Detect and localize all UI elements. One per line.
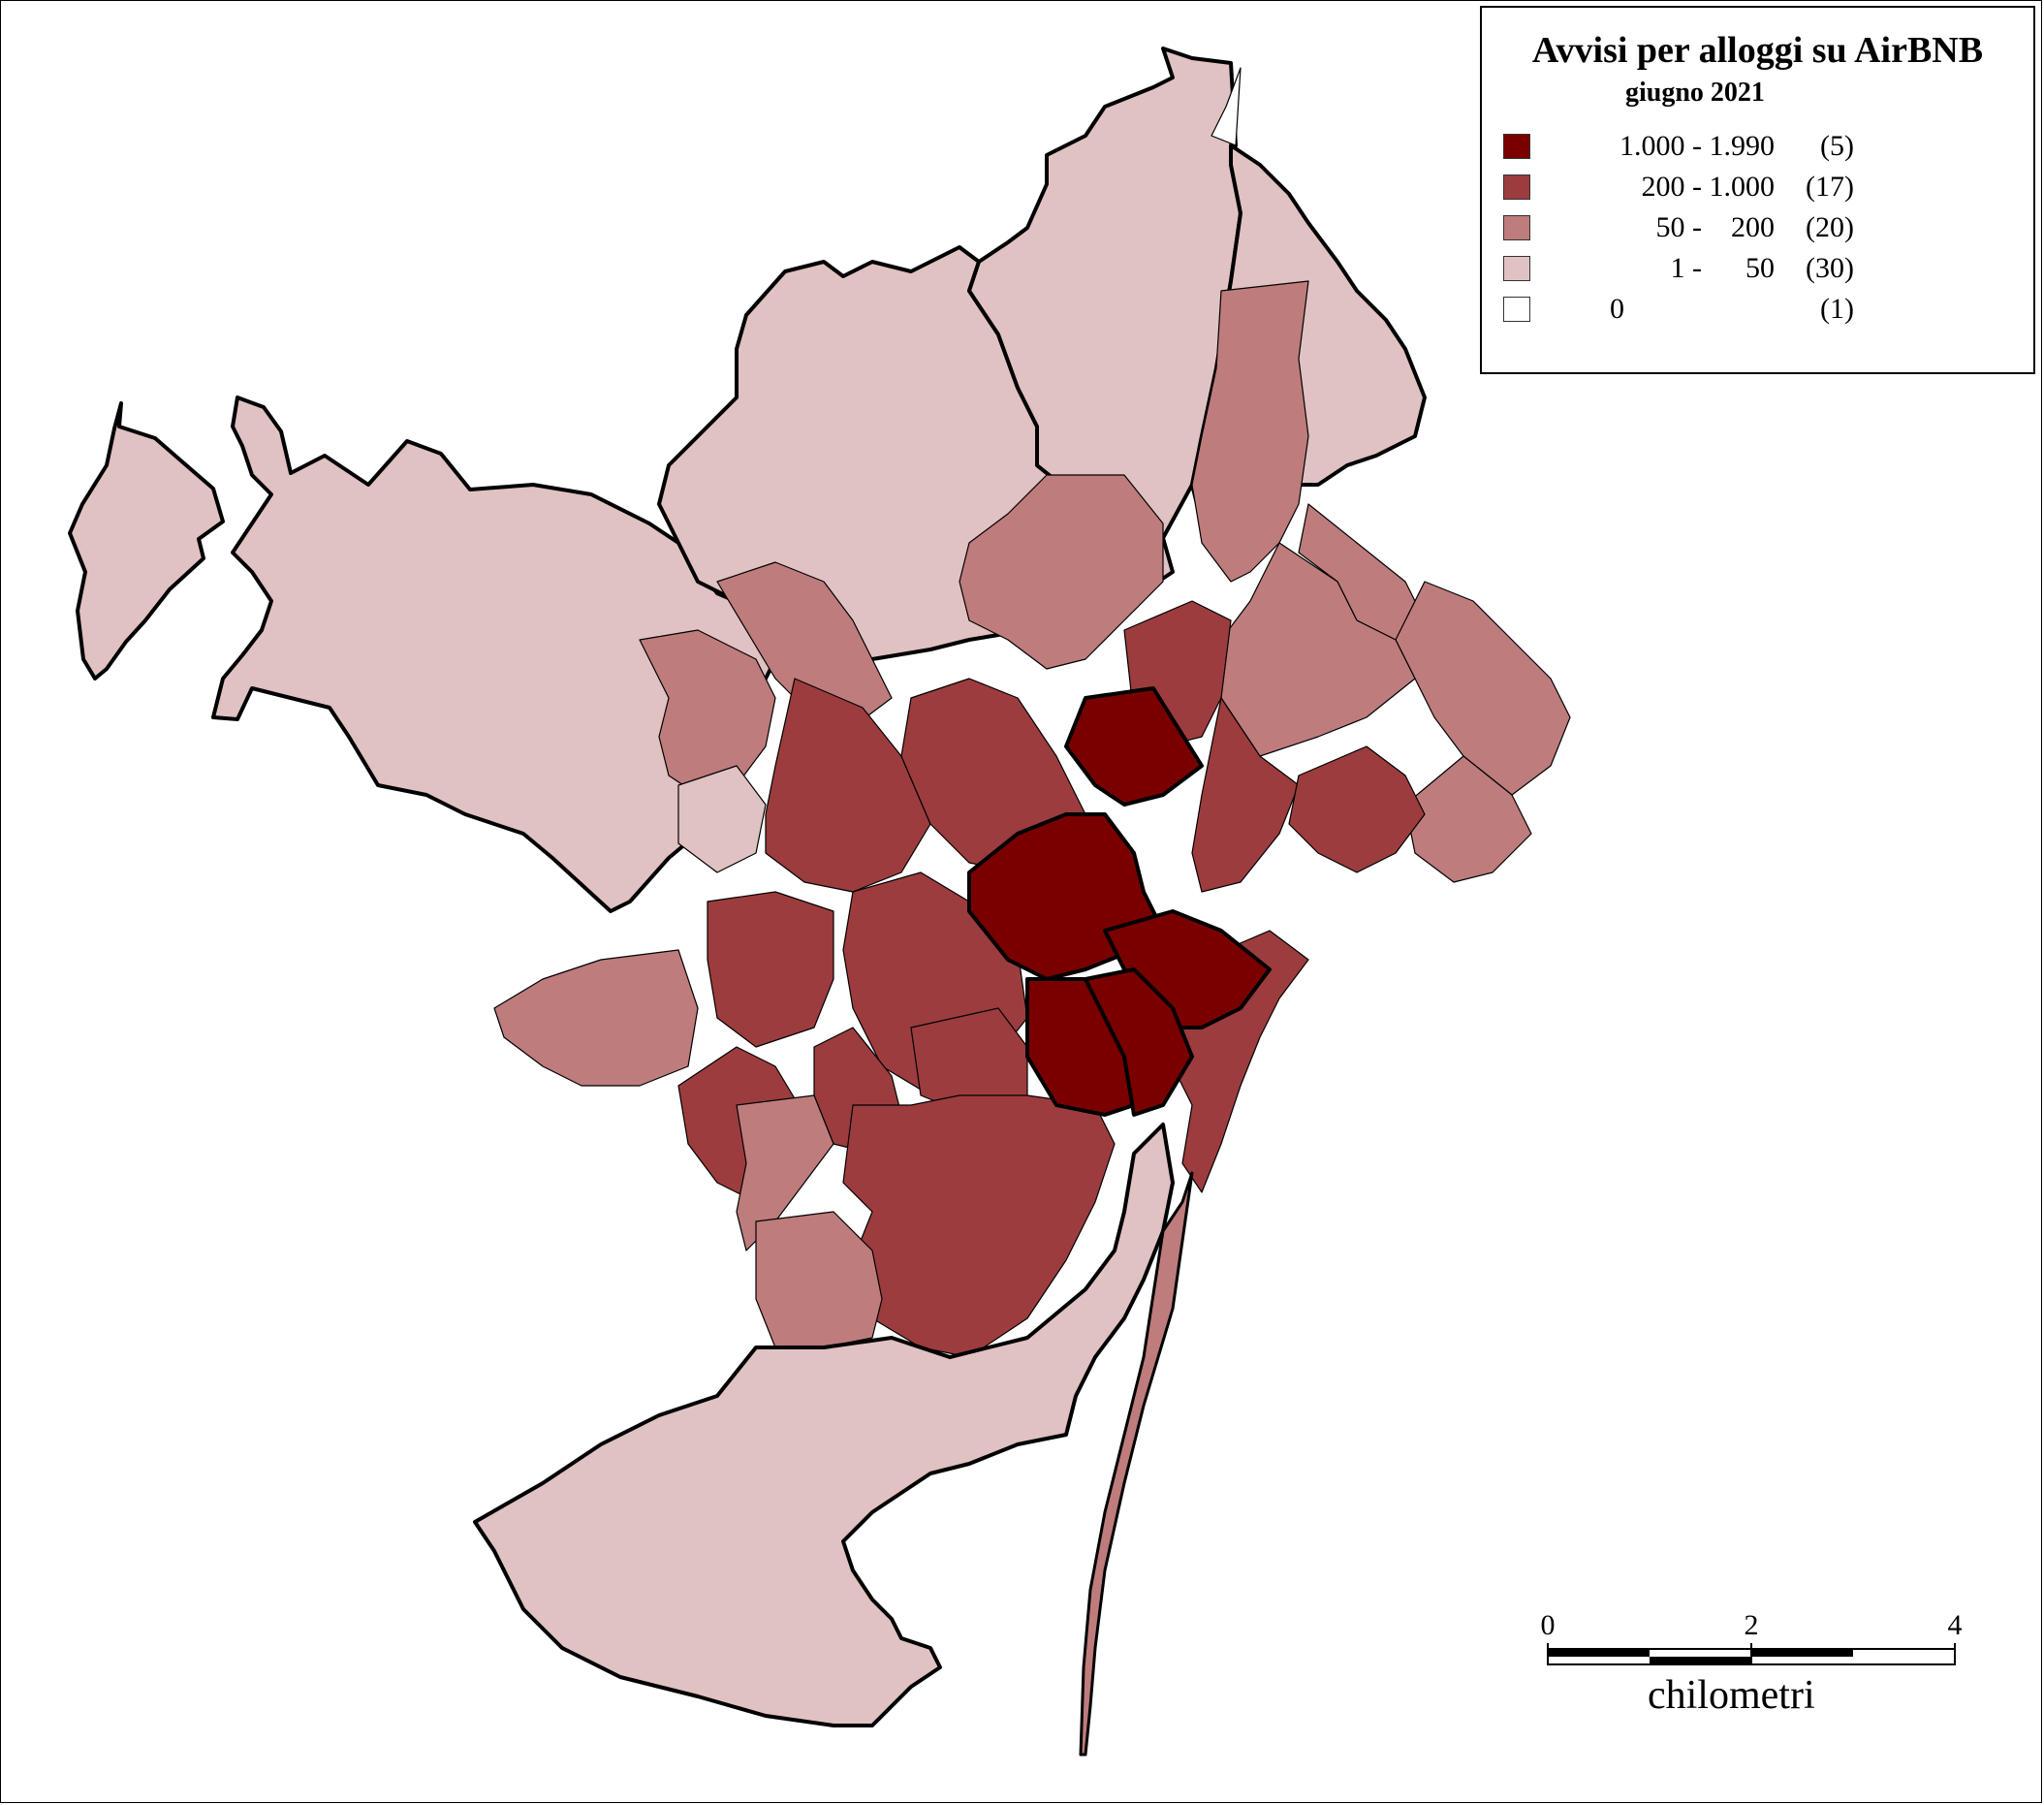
district-zero [1211,67,1242,146]
district-south-west-dark [842,1094,1116,1358]
scale-tick-2: 2 [1744,1609,1759,1641]
district-west-enclave [68,401,225,681]
legend-item-3: 50 - 200 (20) [1503,211,2007,244]
district-east-a [1395,581,1571,796]
legend-count: (5) [1820,130,1854,162]
legend-item-1: 1.000 - 1.990 (5) [1503,130,2007,163]
scale-tick-0: 0 [1540,1609,1556,1641]
legend-item-2: 200 - 1.000 (17) [1503,171,2007,204]
legend-swatch [1503,297,1530,322]
district-darkest-e [1084,967,1194,1117]
district-south-medium-c [755,1211,883,1348]
scale-unit-label: chilometri [1648,1673,1815,1718]
district-dark-f [707,891,834,1048]
legend-swatch [1503,134,1530,159]
district-mid-north-c [716,561,893,728]
legend-swatch [1503,256,1530,281]
legend-swatch [1503,215,1530,240]
legend: Avvisi per alloggi su AirBNB giugno 2021… [1480,6,2035,374]
district-mid-north-a [1191,280,1309,583]
legend-item-4: 1 - 50 (30) [1503,252,2007,285]
district-south-medium-a [493,949,699,1087]
legend-item-5: 0 (1) [1503,293,2007,326]
legend-count: (20) [1806,211,1854,243]
legend-range: 50 - 200 [1655,211,1776,243]
district-west-hills [211,396,777,913]
legend-count: (30) [1806,252,1854,284]
legend-range: 0 [1610,293,1624,325]
district-darkest-a [1064,686,1204,807]
district-dark-e [1288,745,1426,873]
legend-swatch [1503,174,1530,200]
pier-east [1079,1171,1194,1757]
districts [68,47,1571,1757]
legend-range: 1.000 - 1.990 [1619,130,1775,162]
legend-range: 1 - 50 [1670,252,1776,284]
legend-count: (1) [1820,293,1854,325]
legend-subtitle: giugno 2021 [1625,78,1765,108]
legend-range: 200 - 1.000 [1641,171,1776,203]
scale-tick-4: 4 [1947,1609,1963,1641]
district-central-west-b [677,765,767,873]
district-dark-a [765,678,931,893]
district-mid-north-b [959,474,1164,670]
scale-bar [1547,1643,1956,1665]
legend-title: Avvisi per alloggi su AirBNB [1531,30,1984,71]
district-dark-d [1191,697,1300,893]
district-port [473,1123,1175,1727]
legend-count: (17) [1806,171,1854,203]
